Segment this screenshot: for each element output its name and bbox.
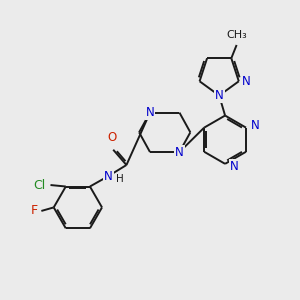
Text: N: N <box>175 146 184 159</box>
Text: N: N <box>242 75 251 88</box>
Text: N: N <box>104 170 112 183</box>
Text: CH₃: CH₃ <box>227 30 248 40</box>
Text: N: N <box>230 160 238 173</box>
Text: N: N <box>215 89 224 102</box>
Text: F: F <box>31 205 38 218</box>
Text: N: N <box>250 119 259 132</box>
Text: O: O <box>107 131 116 144</box>
Text: N: N <box>146 106 154 119</box>
Text: H: H <box>116 174 124 184</box>
Text: Cl: Cl <box>33 178 45 191</box>
